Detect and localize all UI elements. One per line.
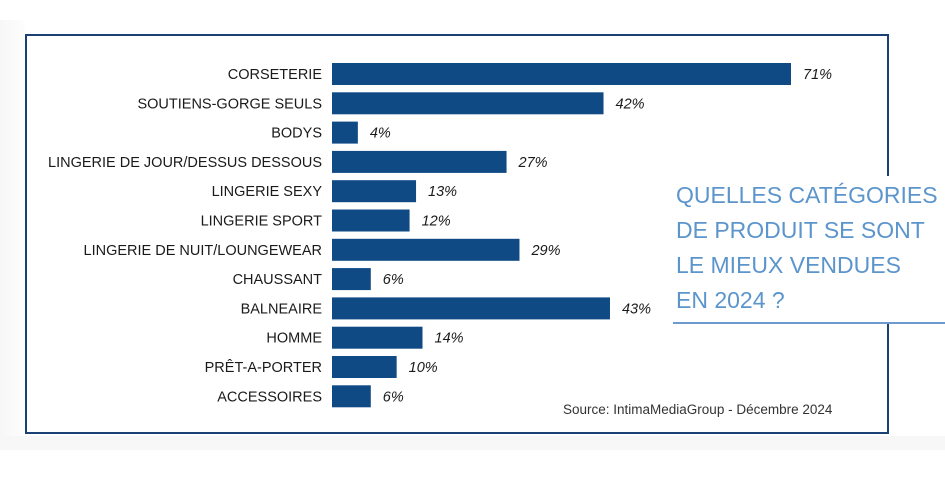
- bar: [332, 150, 507, 173]
- title-box: [673, 176, 945, 324]
- category-label: SOUTIENS-GORGE SEULS: [137, 96, 322, 112]
- value-label: 71%: [803, 67, 832, 83]
- category-label: CORSETERIE: [228, 67, 323, 83]
- page-shadow-left: [0, 20, 25, 450]
- page-shadow-bottom: [0, 436, 945, 450]
- value-label: 43%: [622, 301, 651, 317]
- value-label: 14%: [435, 331, 464, 347]
- category-label: ACCESSOIRES: [217, 389, 322, 405]
- bar: [332, 326, 423, 349]
- bar: [332, 209, 410, 232]
- category-label: BALNEAIRE: [241, 301, 323, 317]
- value-label: 6%: [383, 272, 404, 288]
- category-label: HOMME: [266, 331, 322, 347]
- bar: [332, 121, 358, 144]
- category-label: LINGERIE DE NUIT/LOUNGEWEAR: [84, 243, 322, 259]
- bar: [332, 356, 397, 378]
- bar: [332, 180, 417, 203]
- category-label: LINGERIE SEXY: [212, 184, 323, 200]
- value-label: 10%: [409, 360, 438, 376]
- bar: [332, 63, 791, 85]
- chart-title: QUELLES CATÉGORIES DE PRODUIT SE SONT LE…: [676, 182, 938, 313]
- value-label: 42%: [616, 96, 645, 112]
- category-label: BODYS: [271, 126, 322, 142]
- value-label: 12%: [422, 214, 451, 230]
- bar: [332, 238, 520, 261]
- value-label: 6%: [383, 389, 404, 405]
- source-note: Source: IntimaMediaGroup - Décembre 2024: [563, 402, 833, 417]
- value-label: 4%: [370, 126, 391, 142]
- value-label: 13%: [428, 184, 457, 200]
- bar: [332, 385, 371, 408]
- category-label: LINGERIE DE JOUR/DESSUS DESSOUS: [48, 155, 322, 171]
- category-label: CHAUSSANT: [233, 272, 323, 288]
- category-label: LINGERIE SPORT: [201, 214, 323, 230]
- category-label: PRÊT-A-PORTER: [205, 359, 322, 376]
- value-label: 29%: [530, 243, 560, 259]
- bar: [332, 268, 371, 291]
- value-label: 27%: [518, 155, 548, 171]
- bar: [332, 92, 604, 115]
- bar: [332, 297, 610, 320]
